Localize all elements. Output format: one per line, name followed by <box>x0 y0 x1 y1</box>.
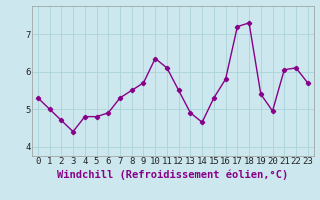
X-axis label: Windchill (Refroidissement éolien,°C): Windchill (Refroidissement éolien,°C) <box>57 169 288 180</box>
